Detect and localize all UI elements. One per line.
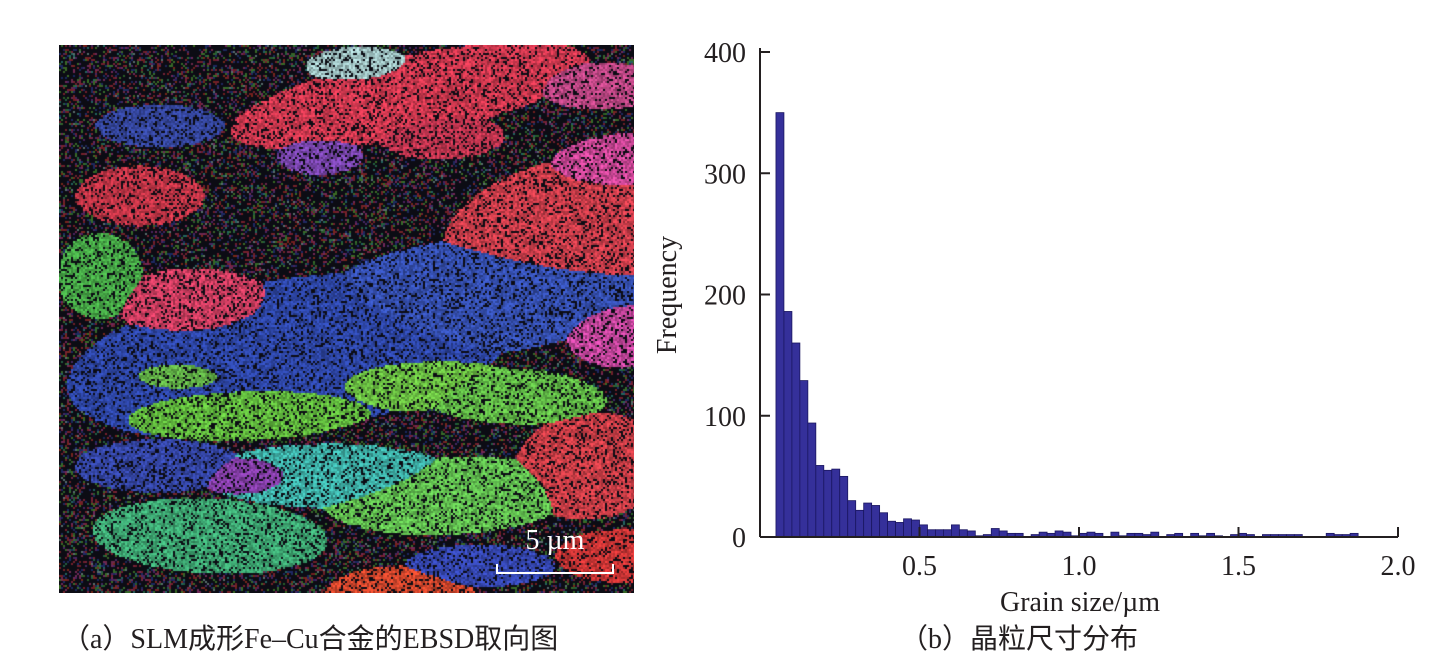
histogram-bar — [919, 524, 928, 538]
chart-ticks: 0 100 200 300 400 0.5 1.0 1.5 2.0 — [704, 38, 1416, 582]
chart-axes — [759, 48, 1398, 538]
x-tick-label: 2.0 — [1381, 551, 1416, 582]
histogram-bar — [807, 422, 817, 538]
histogram-bar — [887, 520, 896, 538]
histogram-bar — [799, 380, 809, 538]
histogram-bar — [871, 505, 881, 538]
y-tick-label: 100 — [704, 402, 746, 433]
y-tick-label: 400 — [704, 38, 746, 69]
histogram-bar — [847, 500, 857, 538]
histogram-bar — [950, 524, 960, 538]
histogram-bar — [839, 475, 849, 538]
histogram-bar — [927, 529, 936, 538]
x-axis-title: Grain size/µm — [1000, 587, 1160, 618]
x-tick-label: 0.5 — [902, 551, 937, 582]
caption-a: （a）SLM成形Fe–Cu合金的EBSD取向图 — [62, 624, 559, 655]
scale-bar-label: 5 µm — [525, 525, 585, 556]
ebsd-orientation-map — [59, 45, 634, 593]
histogram-bar — [911, 519, 920, 538]
histogram-bar — [815, 465, 825, 538]
histogram-bar — [783, 311, 793, 538]
histogram-bars — [775, 112, 1359, 538]
histogram-bar — [935, 529, 944, 538]
y-tick-label: 300 — [704, 159, 746, 190]
histogram-bar — [895, 522, 904, 538]
y-tick-label: 200 — [704, 281, 746, 312]
y-axis-title: Frequency — [652, 236, 683, 354]
histogram-bar — [958, 529, 968, 538]
histogram-bar — [791, 342, 801, 538]
x-tick-label: 1.0 — [1062, 551, 1097, 582]
x-tick-label: 1.5 — [1221, 551, 1256, 582]
histogram-bar — [855, 509, 865, 538]
histogram-bar — [823, 469, 833, 538]
y-tick-label: 0 — [732, 523, 746, 554]
histogram-bar — [863, 502, 873, 538]
histogram-bar — [903, 518, 912, 538]
caption-b: （b）晶粒尺寸分布 — [900, 624, 1139, 655]
histogram-bar — [775, 112, 785, 538]
histogram-bar — [990, 528, 1000, 538]
ebsd-map-image — [59, 45, 634, 593]
histogram-bar — [831, 468, 841, 538]
scale-bar — [496, 564, 614, 574]
histogram-bar — [943, 529, 952, 538]
histogram-bar — [879, 512, 888, 538]
